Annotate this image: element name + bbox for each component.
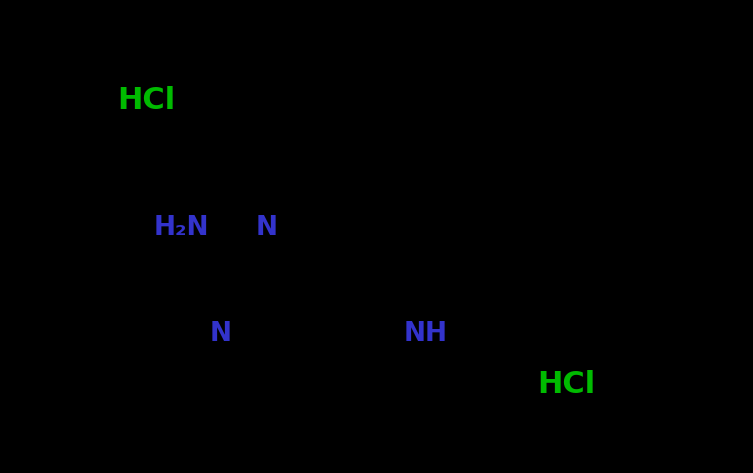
Text: N: N	[256, 215, 278, 241]
Text: HCl: HCl	[117, 86, 175, 115]
Text: H₂N: H₂N	[154, 215, 209, 241]
Text: HCl: HCl	[538, 370, 596, 399]
Text: NH: NH	[404, 321, 448, 347]
Text: N: N	[210, 321, 232, 347]
